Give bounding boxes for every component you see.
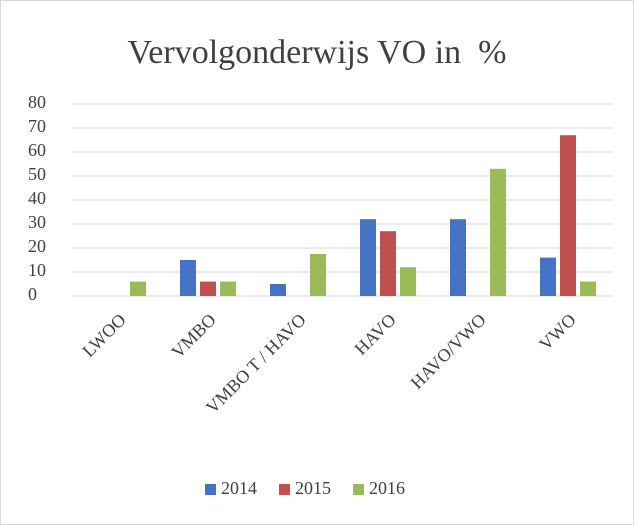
y-tick-label: 0 — [28, 284, 37, 304]
bar — [450, 219, 466, 296]
bar — [380, 231, 396, 296]
bar — [580, 281, 596, 296]
bar — [220, 281, 236, 296]
legend-label: 2016 — [369, 478, 405, 498]
legend-label: 2014 — [221, 478, 257, 498]
bar — [490, 168, 506, 296]
bar — [130, 281, 146, 296]
y-tick-label: 10 — [28, 260, 46, 280]
legend-label: 2015 — [295, 478, 331, 498]
legend-swatch — [205, 484, 216, 495]
chart-title: Vervolgonderwijs VO in % — [128, 34, 507, 71]
y-tick-label: 60 — [28, 140, 46, 160]
bar — [200, 281, 216, 296]
bar — [560, 135, 576, 296]
y-tick-label: 20 — [28, 236, 46, 256]
y-tick-label: 80 — [28, 92, 46, 112]
bar — [180, 260, 196, 296]
y-tick-label: 50 — [28, 164, 46, 184]
bar — [400, 267, 416, 296]
bar — [310, 254, 326, 296]
y-tick-label: 70 — [28, 116, 46, 136]
bar — [540, 257, 556, 296]
bar — [360, 219, 376, 296]
legend-swatch — [353, 484, 364, 495]
legend-swatch — [279, 484, 290, 495]
y-tick-label: 40 — [28, 188, 46, 208]
y-tick-label: 30 — [28, 212, 46, 232]
bar — [270, 284, 286, 296]
